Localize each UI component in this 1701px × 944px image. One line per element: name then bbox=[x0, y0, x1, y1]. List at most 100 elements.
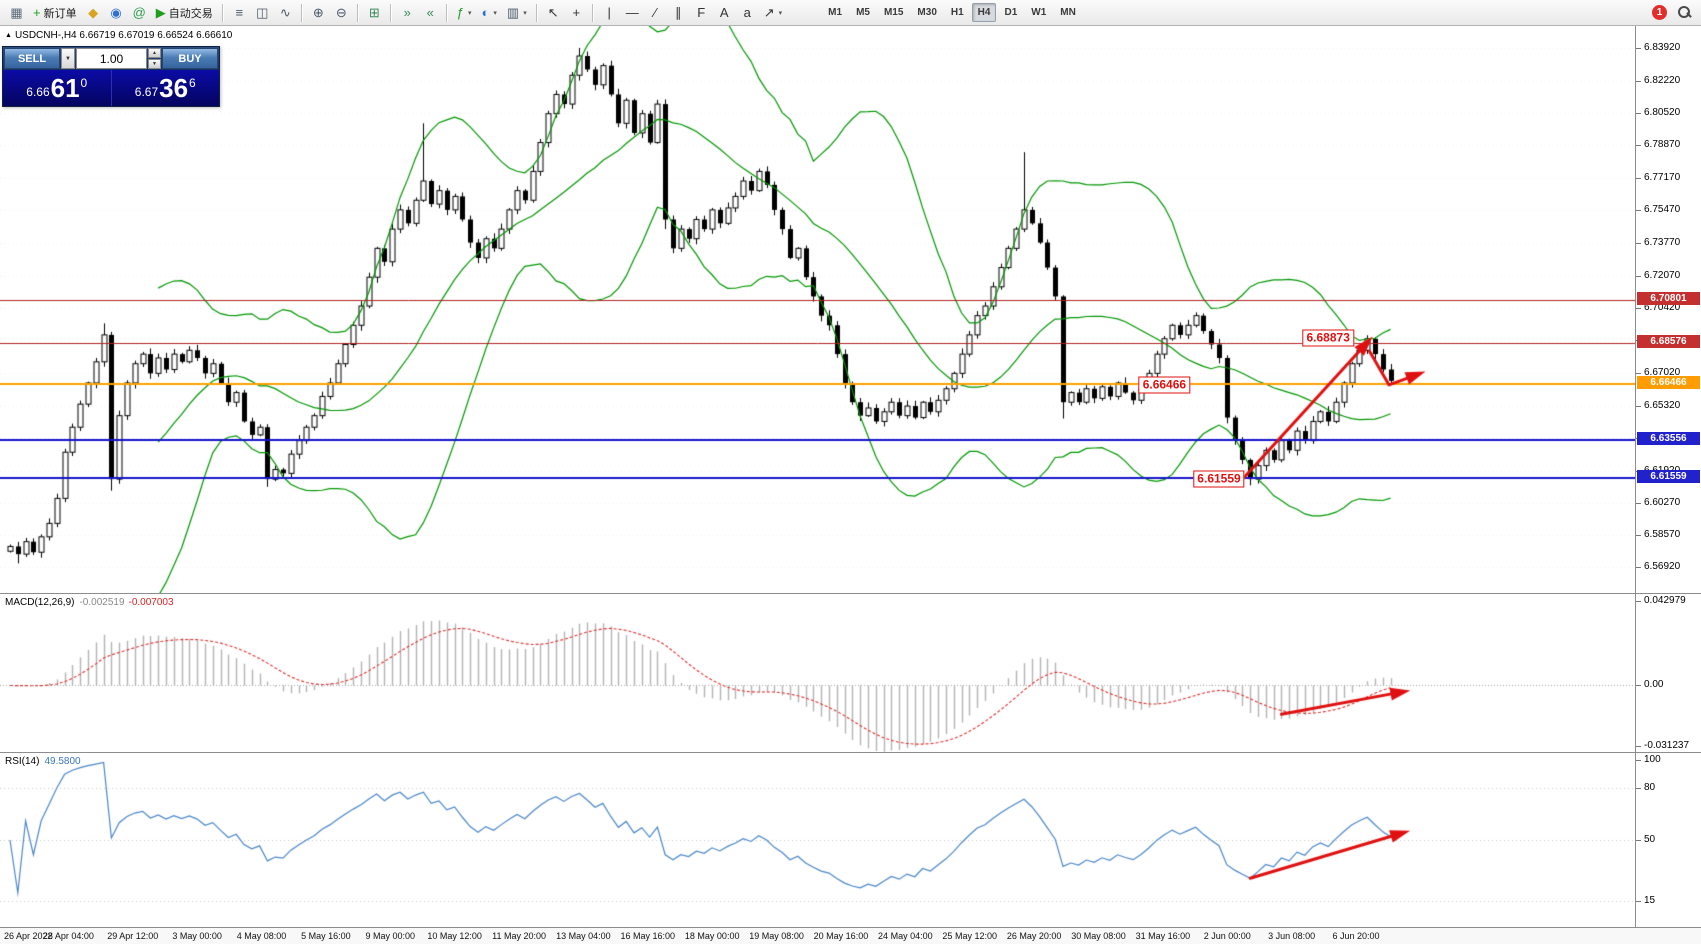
candlestick-chart-icon[interactable]: ◫ bbox=[252, 3, 273, 23]
chart-shift-icon[interactable]: « bbox=[420, 3, 441, 23]
templates-button[interactable]: ▥ ▾ bbox=[503, 3, 531, 23]
timeframe-button-m30[interactable]: M30 bbox=[917, 7, 937, 18]
indicators-glyph: ƒ bbox=[456, 5, 465, 20]
timeframe-button-h1[interactable]: H1 bbox=[950, 7, 964, 18]
market-watch-icon-glyph: ◉ bbox=[110, 5, 122, 20]
timeframe-button-mn[interactable]: MN bbox=[1060, 7, 1076, 18]
channel-icon-glyph: ∥ bbox=[674, 5, 682, 20]
price-tick: 6.78870 bbox=[1635, 139, 1681, 151]
rsi-indicator-canvas[interactable] bbox=[0, 753, 1635, 927]
auto-scroll-icon[interactable]: » bbox=[397, 3, 418, 23]
timeframe-button-h4[interactable]: H4 bbox=[971, 3, 997, 22]
hline-price-label: 6.70801 bbox=[1637, 292, 1700, 306]
templates-button-dropdown-icon: ▾ bbox=[523, 9, 527, 17]
sell-button[interactable]: SELL bbox=[4, 48, 60, 69]
time-label: 20 May 16:00 bbox=[813, 931, 869, 941]
time-label: 29 Apr 12:00 bbox=[107, 931, 159, 941]
cursor-icon[interactable]: ↖ bbox=[543, 3, 564, 23]
candlestick-chart-icon-glyph: ◫ bbox=[256, 5, 269, 20]
macd-indicator-canvas[interactable] bbox=[0, 594, 1635, 752]
tile-windows-icon-glyph: ⊞ bbox=[368, 5, 380, 20]
toolbar-separator bbox=[300, 3, 303, 22]
price-tick: 6.75470 bbox=[1635, 204, 1681, 216]
fibonacci-icon[interactable]: F bbox=[691, 3, 712, 23]
time-label: 3 May 00:00 bbox=[172, 931, 222, 941]
timeframe-button-m1[interactable]: M1 bbox=[828, 7, 843, 18]
notification-badge[interactable]: 1 bbox=[1652, 5, 1667, 20]
toolbar-separator bbox=[445, 3, 448, 22]
timeframe-button-m15[interactable]: M15 bbox=[883, 7, 904, 18]
sell-price-display[interactable]: 6.66 61 0 bbox=[3, 70, 111, 106]
macd-value-signal: -0.007003 bbox=[128, 597, 174, 608]
volume-input[interactable] bbox=[76, 48, 147, 69]
price-tick: 6.82220 bbox=[1635, 74, 1681, 86]
hline-price-label: 6.61559 bbox=[1637, 470, 1700, 483]
symbol-marker-icon: ▲ bbox=[5, 32, 12, 39]
timeframe-button-m5[interactable]: M5 bbox=[856, 7, 870, 18]
order-options-dropdown[interactable]: ▼ bbox=[61, 48, 75, 69]
horizontal-line-icon[interactable]: — bbox=[622, 3, 643, 23]
timeframe-button-w1[interactable]: W1 bbox=[1031, 7, 1047, 18]
buy-price-display[interactable]: 6.67 36 6 bbox=[110, 70, 220, 106]
auto-scroll-icon-glyph: » bbox=[403, 5, 411, 20]
timeframe-toolbar: M1 M5 M15 M30 H1 H4 D1 W1 MN bbox=[821, 3, 1083, 22]
bar-chart-icon[interactable]: ≡ bbox=[229, 3, 250, 23]
price-tick: 6.70420 bbox=[1635, 301, 1681, 313]
vertical-line-icon[interactable]: | bbox=[599, 3, 620, 23]
line-chart-icon[interactable]: ∿ bbox=[275, 3, 296, 23]
panel-splitter[interactable] bbox=[0, 593, 1701, 594]
price-axis[interactable]: 6.83920 6.82220 6.80520 6.78870 6.77170 6.754… bbox=[1635, 26, 1701, 927]
market-watch-icon[interactable]: ◉ bbox=[106, 3, 127, 23]
time-label: 4 May 08:00 bbox=[236, 931, 287, 941]
tile-windows-icon[interactable]: ⊞ bbox=[364, 3, 385, 23]
periods-button[interactable]: ◐ ▾ bbox=[478, 3, 501, 23]
volume-decrease-button[interactable]: ▼ bbox=[148, 59, 161, 69]
price-tick: 6.56920 bbox=[1635, 561, 1681, 573]
indicators-button[interactable]: ƒ ▾ bbox=[453, 3, 476, 23]
price-chart-canvas[interactable] bbox=[0, 26, 1635, 593]
one-click-price-row: 6.66 61 0 6.67 36 6 bbox=[3, 70, 219, 106]
crosshair-icon[interactable]: + bbox=[566, 3, 587, 23]
time-label: 19 May 08:00 bbox=[749, 931, 804, 941]
autotrading-button[interactable]: ▶ 自动交易 bbox=[152, 3, 217, 23]
toolbar-separator bbox=[356, 3, 359, 22]
symbol-ohlc-info: ▲ USDCNH-,H4 6.66719 6.67019 6.66524 6.66… bbox=[5, 30, 232, 41]
autotrading-button-label: 自动交易 bbox=[168, 7, 213, 20]
macd-axis-tick: 0.00 bbox=[1635, 679, 1664, 691]
time-axis[interactable]: 26 Apr 2022 28 Apr 04:00 29 Apr 12:00 3 May… bbox=[0, 927, 1701, 944]
price-tick: 6.80520 bbox=[1635, 107, 1681, 119]
zoom-in-icon[interactable]: ⊕ bbox=[308, 3, 329, 23]
macd-axis-tick: -0.031237 bbox=[1635, 740, 1690, 751]
sell-price-sup: 0 bbox=[80, 75, 88, 90]
panel-splitter[interactable] bbox=[0, 752, 1701, 753]
timeframe-button-d1[interactable]: D1 bbox=[1004, 7, 1018, 18]
time-label: 13 May 04:00 bbox=[556, 931, 611, 941]
new-order-button[interactable]: + 新订单 bbox=[29, 3, 81, 23]
trendline-icon[interactable]: ∕ bbox=[645, 3, 666, 23]
buy-price-big: 36 bbox=[159, 73, 189, 103]
volume-increase-button[interactable]: ▲ bbox=[148, 48, 161, 58]
buy-button[interactable]: BUY bbox=[162, 48, 218, 69]
horizontal-line-icon-glyph: — bbox=[625, 5, 639, 20]
metaeditor-icon[interactable]: ◆ bbox=[83, 3, 104, 23]
time-label: 5 May 16:00 bbox=[301, 931, 351, 941]
time-label: 10 May 12:00 bbox=[427, 931, 482, 941]
arrows-tool-icon-glyph: ↗ bbox=[763, 5, 775, 20]
time-label: 3 Jun 08:00 bbox=[1268, 931, 1316, 941]
cursor-icon-glyph: ↖ bbox=[547, 5, 559, 20]
toolbar-separator bbox=[389, 3, 392, 22]
arrows-tool-icon[interactable]: ↗ ▾ bbox=[760, 3, 786, 23]
price-tick: 6.83920 bbox=[1635, 41, 1681, 53]
rsi-axis-tick: 15 bbox=[1635, 894, 1656, 906]
text-icon[interactable]: A bbox=[714, 3, 735, 23]
channel-icon[interactable]: ∥ bbox=[668, 3, 689, 23]
macd-indicator-label: MACD(12,26,9) -0.002519 -0.007003 bbox=[5, 597, 174, 608]
new-chart-icon[interactable]: ▦ bbox=[6, 3, 27, 23]
text-label-icon[interactable]: a bbox=[737, 3, 758, 23]
community-icon[interactable]: @ bbox=[129, 3, 150, 23]
search-icon[interactable] bbox=[1677, 5, 1692, 20]
zoom-out-icon[interactable]: ⊖ bbox=[331, 3, 352, 23]
